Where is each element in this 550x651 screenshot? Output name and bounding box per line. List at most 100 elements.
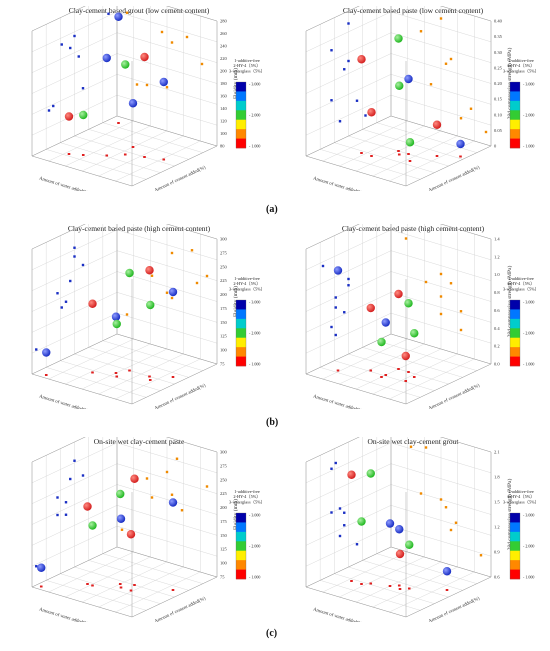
colorbar-segment [510, 129, 520, 139]
z-tick-label: 150 [220, 533, 228, 538]
z-tick-label: 0.30 [494, 50, 503, 55]
wall-projection-marker [35, 348, 38, 351]
legend: 1-additive-free2-HY-4（5%）3-waterglass（5%… [503, 489, 539, 504]
legend-entry: 3-waterglass（5%） [229, 68, 265, 73]
colorbar-segment [236, 541, 246, 552]
chart-svg: 75 100 125 150 175 200 225 250 275 300 Fluidity (m… [31, 437, 265, 622]
wall-projection-marker [424, 280, 428, 284]
z-tick-label: 220 [220, 56, 228, 61]
data-sphere [159, 77, 168, 87]
data-sphere [130, 474, 139, 483]
z-tick-label: 1.4 [494, 237, 500, 242]
colorbar-segment [236, 318, 246, 329]
wall-projection-marker [330, 467, 333, 470]
wall-projection-marker [107, 12, 110, 15]
colorbar-segment [236, 328, 246, 339]
data-sphere [367, 108, 376, 117]
data-sphere [385, 519, 395, 528]
floor-projection-marker [445, 589, 449, 591]
wall-projection-marker [47, 109, 51, 112]
data-sphere [456, 139, 465, 149]
wall-projection-marker [165, 86, 169, 89]
grid [305, 224, 492, 405]
wall-projection-marker [56, 513, 59, 517]
data-sphere [145, 266, 154, 275]
data-sphere [64, 112, 74, 121]
z-tick-label: 0 [494, 144, 497, 149]
grid [305, 6, 492, 187]
colorbar-segment [510, 531, 520, 542]
colorbar-segment [236, 337, 246, 348]
wall-projection-marker [343, 311, 346, 314]
data-points [321, 237, 463, 382]
y-axis-label: Amount of cement added(%) [154, 383, 207, 409]
x-axis-label: Amount of water added(%) [38, 394, 90, 409]
wall-projection-marker [449, 528, 453, 532]
data-sphere [128, 99, 138, 108]
wall-projection-marker [35, 565, 38, 568]
wall-projection-marker [449, 282, 453, 285]
z-tick-label: 0.6 [494, 575, 500, 580]
y-axis-label: Amount of cement added(%) [154, 596, 207, 622]
wall-projection-marker [469, 107, 473, 110]
colorbar-segment [236, 119, 246, 130]
colorbar-tick: - 1.000 [523, 362, 534, 367]
wall-projection-marker [205, 274, 209, 278]
wall-projection-marker [330, 99, 333, 102]
chart-title: Clay-cement based paste (high cement con… [67, 224, 211, 233]
legend: 1-additive-free2-HY-4（5%）3-waterglass（5%… [503, 276, 539, 291]
z-tick-label: 1.2 [494, 525, 500, 530]
wall-projection-marker [73, 255, 76, 258]
chart-panel-5: On-site wet clay-cement paste 75 100 125 15… [4, 437, 274, 622]
data-sphere [88, 521, 97, 530]
z-tick-label: 2.1 [494, 450, 500, 455]
colorbar-tick: - 3.000 [523, 82, 534, 87]
colorbar-tick: - 1.000 [249, 575, 260, 580]
floor-projection-marker [459, 155, 462, 158]
z-axis-label: Fluidity (mm) [232, 286, 239, 317]
colorbar-segment [510, 522, 520, 533]
chart-panel-2: Clay-cement based paste (low cement cont… [278, 6, 548, 191]
colorbar-segment [510, 347, 520, 357]
wall-projection-marker [56, 496, 59, 499]
wall-projection-marker [343, 511, 346, 514]
z-tick-label: 0.4 [494, 326, 500, 331]
data-sphere [146, 300, 155, 310]
z-tick-label: 0.05 [494, 128, 503, 133]
grid [31, 224, 218, 405]
floor-projection-marker [388, 585, 392, 587]
chart-title: Clay-cement based paste (low cement cont… [342, 6, 484, 15]
z-tick-label: 300 [220, 237, 228, 242]
floor-projection-marker [398, 588, 402, 590]
floor-projection-marker [397, 153, 401, 156]
chart-title: On-site wet clay-cement paste [93, 437, 185, 446]
chart-panel-3: Clay-cement based paste (high cement con… [4, 224, 274, 409]
z-tick-label: 175 [220, 306, 228, 311]
wall-projection-marker [439, 17, 443, 20]
floor-projection-marker [44, 374, 48, 376]
colorbar-segment [510, 541, 520, 552]
floor-projection-marker [114, 372, 118, 374]
chart-panel-1: Clay-cement based grout (low cement cont… [4, 6, 274, 191]
chart-svg: 0.0 0.2 0.4 0.6 0.8 1.0 1.2 1.4 28d compressive … [305, 224, 539, 409]
x-axis-label: Amount of water added(%) [38, 176, 90, 191]
wall-projection-marker [77, 55, 80, 58]
colorbar-tick: - 1.000 [249, 362, 260, 367]
wall-projection-marker [439, 498, 443, 501]
data-sphere [112, 319, 121, 329]
z-tick-label: 0.35 [494, 34, 503, 39]
colorbar-tick: - 2.000 [249, 331, 260, 336]
data-sphere [366, 469, 375, 478]
wall-projection-marker [60, 43, 63, 46]
wall-projection-marker [343, 524, 346, 527]
wall-projection-marker [338, 534, 342, 538]
wall-projection-marker [334, 296, 337, 299]
data-sphere [377, 337, 386, 347]
data-sphere [111, 312, 121, 321]
z-tick-label: 250 [220, 477, 228, 482]
floor-projection-marker [162, 158, 166, 161]
x-axis-label: Amount of water added(%) [312, 176, 364, 191]
floor-projection-marker [336, 369, 340, 372]
colorbar-segment [510, 100, 520, 111]
legend-entry: 3-waterglass（5%） [229, 499, 265, 504]
